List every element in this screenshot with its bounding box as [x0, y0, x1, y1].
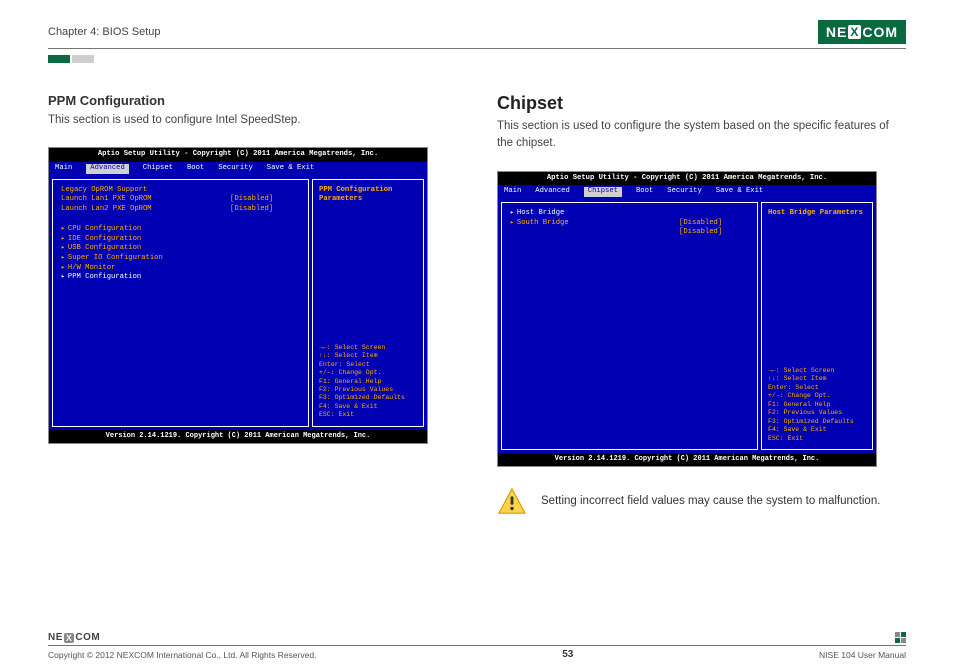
- ppm-desc: This section is used to configure Intel …: [48, 112, 457, 129]
- footer-logo: NEXCOM: [48, 632, 100, 643]
- menu-main[interactable]: Main: [55, 164, 72, 174]
- menu-chipset[interactable]: Chipset: [584, 187, 622, 197]
- submenu-link[interactable]: IDE Configuration: [61, 235, 300, 245]
- page-header: Chapter 4: BIOS Setup NEXCOM: [48, 20, 906, 49]
- bios-footer: Version 2.14.1219. Copyright (C) 2011 Am…: [498, 453, 876, 466]
- page-footer: NEXCOM Copyright © 2012 NEXCOM Internati…: [48, 632, 906, 660]
- menu-security[interactable]: Security: [218, 164, 253, 174]
- right-panel-title: Host Bridge Parameters: [768, 209, 866, 219]
- left-column: PPM Configuration This section is used t…: [48, 93, 457, 515]
- warning-text: Setting incorrect field values may cause…: [541, 493, 880, 510]
- submenu-link-active[interactable]: PPM Configuration: [61, 273, 300, 283]
- bios-left-panel: Host Bridge South Bridge [Disabled] [Dis…: [501, 202, 758, 450]
- menu-chipset[interactable]: Chipset: [143, 164, 173, 174]
- manual-name: NISE 104 User Manual: [819, 650, 906, 660]
- bios-title: Aptio Setup Utility - Copyright (C) 2011…: [49, 148, 427, 162]
- submenu-link[interactable]: H/W Monitor: [61, 264, 300, 274]
- key-hints: →←: Select Screen ↑↓: Select Item Enter:…: [319, 344, 417, 420]
- right-column: Chipset This section is used to configur…: [497, 93, 906, 515]
- submenu-link[interactable]: Super IO Configuration: [61, 254, 300, 264]
- menu-boot[interactable]: Boot: [636, 187, 653, 197]
- nexcom-logo: NEXCOM: [818, 20, 906, 44]
- menu-security[interactable]: Security: [667, 187, 702, 197]
- warning-row: Setting incorrect field values may cause…: [497, 487, 906, 515]
- bios-menubar: Main Advanced Chipset Boot Security Save…: [498, 185, 876, 199]
- menu-main[interactable]: Main: [504, 187, 521, 197]
- oprom-row[interactable]: Launch Lan1 PXE OpROM [Disabled]: [61, 195, 300, 205]
- warning-icon: [497, 487, 527, 515]
- bridge-row: [Disabled]: [510, 228, 749, 238]
- bios-screenshot-left: Aptio Setup Utility - Copyright (C) 2011…: [48, 147, 428, 444]
- page-number: 53: [562, 649, 573, 660]
- menu-advanced[interactable]: Advanced: [535, 187, 570, 197]
- copyright-text: Copyright © 2012 NEXCOM International Co…: [48, 650, 316, 660]
- oprom-row[interactable]: Launch Lan2 PXE OpROM [Disabled]: [61, 205, 300, 215]
- chapter-label: Chapter 4: BIOS Setup: [48, 26, 161, 38]
- bridge-row[interactable]: Host Bridge: [510, 209, 749, 219]
- bios-right-panel: PPM Configuration Parameters →←: Select …: [312, 179, 424, 427]
- bios-screenshot-right: Aptio Setup Utility - Copyright (C) 2011…: [497, 171, 877, 468]
- right-panel-title: PPM Configuration Parameters: [319, 186, 417, 205]
- key-hints: →←: Select Screen ↑↓: Select Item Enter:…: [768, 367, 866, 443]
- menu-save-exit[interactable]: Save & Exit: [716, 187, 763, 197]
- header-tabs: [48, 55, 906, 63]
- submenu-link[interactable]: CPU Configuration: [61, 225, 300, 235]
- bios-menubar: Main Advanced Chipset Boot Security Save…: [49, 162, 427, 176]
- tab-marker: [72, 55, 94, 63]
- group-header: Legacy OpROM Support: [61, 186, 300, 196]
- ppm-title: PPM Configuration: [48, 93, 457, 108]
- menu-advanced[interactable]: Advanced: [86, 164, 129, 174]
- footer-squares-icon: [895, 632, 906, 643]
- menu-boot[interactable]: Boot: [187, 164, 204, 174]
- submenu-link[interactable]: USB Configuration: [61, 244, 300, 254]
- bios-title: Aptio Setup Utility - Copyright (C) 2011…: [498, 172, 876, 186]
- bios-left-panel: Legacy OpROM Support Launch Lan1 PXE OpR…: [52, 179, 309, 427]
- tab-marker: [48, 55, 70, 63]
- chipset-desc: This section is used to configure the sy…: [497, 118, 906, 153]
- menu-save-exit[interactable]: Save & Exit: [267, 164, 314, 174]
- bios-footer: Version 2.14.1219. Copyright (C) 2011 Am…: [49, 430, 427, 443]
- bridge-row[interactable]: South Bridge [Disabled]: [510, 219, 749, 229]
- chipset-title: Chipset: [497, 93, 906, 114]
- bios-right-panel: Host Bridge Parameters →←: Select Screen…: [761, 202, 873, 450]
